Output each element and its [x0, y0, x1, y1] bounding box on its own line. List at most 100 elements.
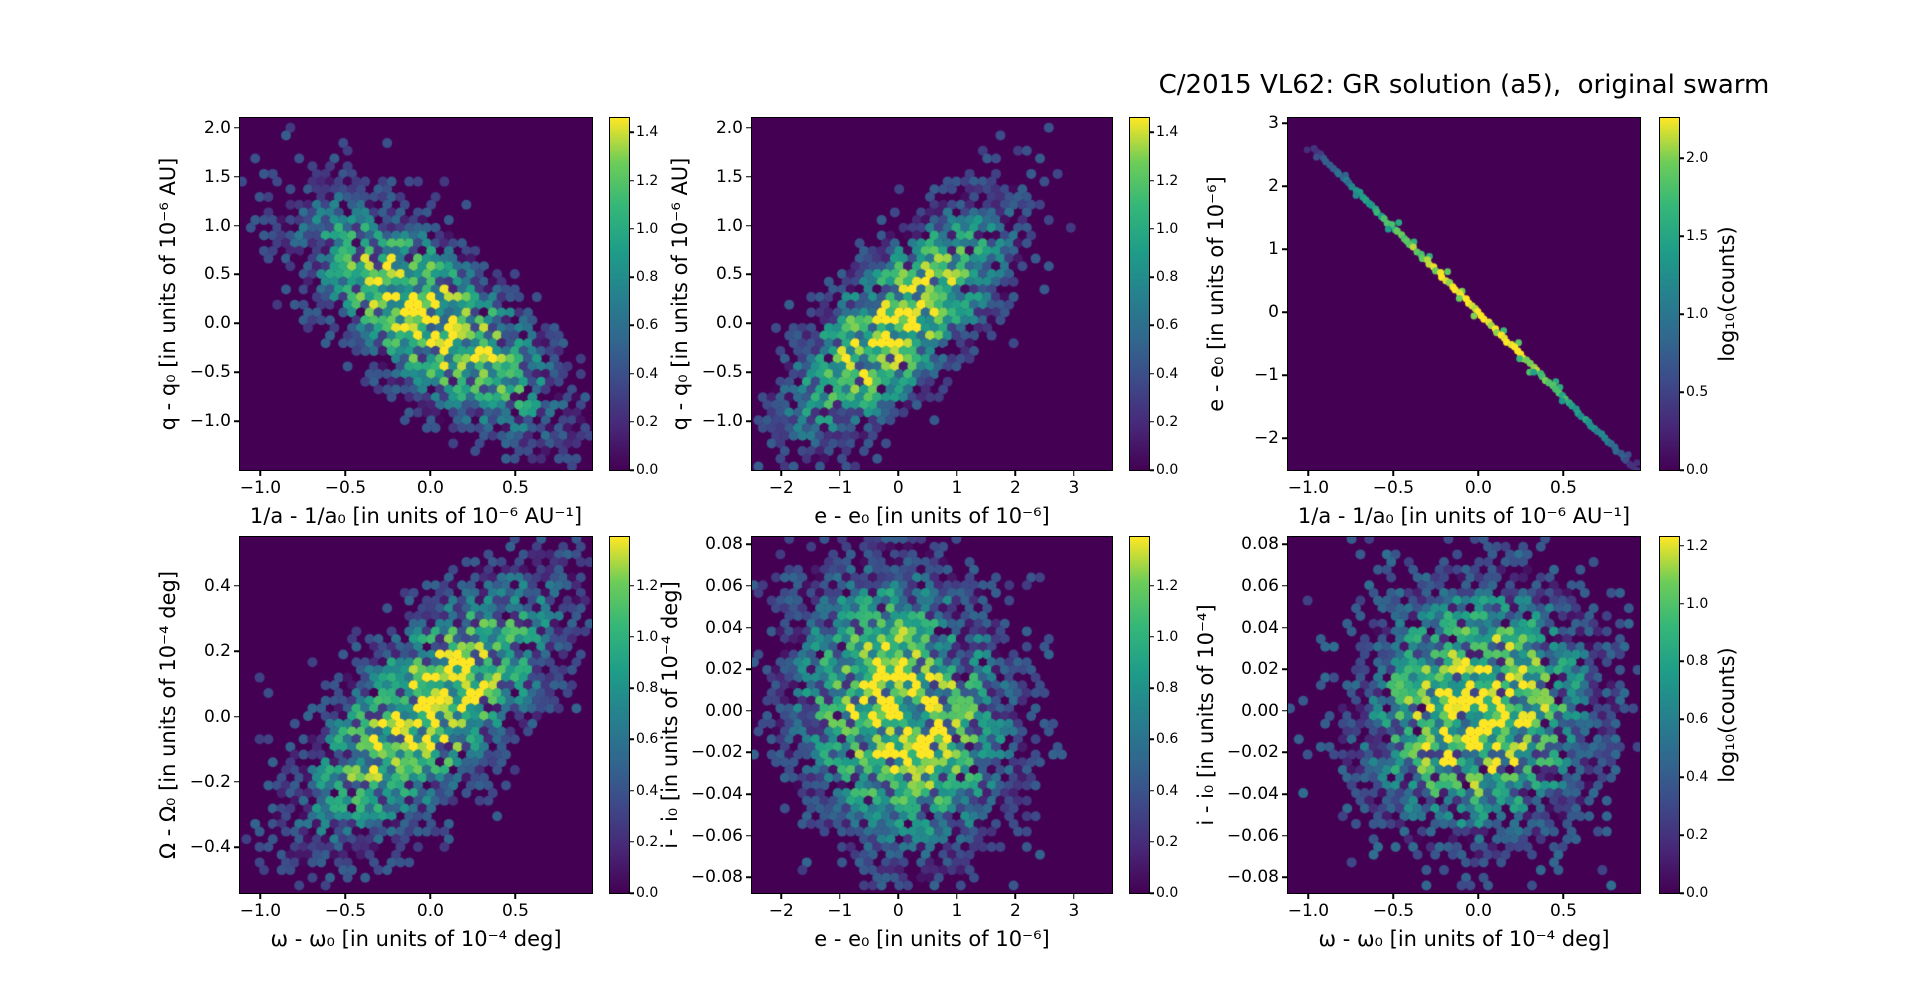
y-tick-mark [234, 715, 239, 718]
colorbar-tick-mark [1150, 179, 1154, 182]
y-tick-label: −0.5 [189, 362, 231, 383]
y-tick-label: 0.06 [1241, 575, 1279, 596]
colorbar-tick-label: 0.8 [1686, 653, 1709, 670]
x-tick-mark [1307, 894, 1310, 899]
x-tick-label: 1 [951, 901, 963, 921]
colorbar-tick-mark [630, 131, 634, 134]
colorbar-tick-label: 0.2 [636, 413, 659, 430]
x-tick-mark [1073, 894, 1075, 899]
x-axis-label: ω - ω₀ [in units of 10⁻⁴ deg] [1318, 927, 1610, 951]
colorbar-tick-label: 0.5 [1686, 384, 1709, 401]
colorbar-tick-label: 2.0 [1686, 150, 1709, 167]
figure-title: C/2015 VL62: GR solution (a5), original … [1158, 70, 1770, 100]
colorbar-tick-label: 0.8 [636, 269, 659, 286]
x-axis-label: e - e₀ [in units of 10⁻⁶] [814, 927, 1050, 951]
y-tick-label: −1 [1253, 365, 1279, 386]
colorbar-tick-label: 0.6 [1156, 731, 1179, 748]
colorbar-canvas [609, 117, 630, 471]
colorbar-tick-label: 0.4 [1156, 782, 1179, 799]
y-tick-label: −0.08 [690, 867, 743, 888]
y-tick-mark [746, 585, 751, 587]
hexbin-canvas [239, 536, 593, 894]
colorbar-tick-mark [630, 789, 634, 792]
colorbar-tick-label: 1.0 [1156, 220, 1179, 237]
x-tick-label: −1 [827, 478, 853, 498]
colorbar-tick-mark [630, 372, 634, 375]
y-tick-mark [746, 668, 751, 670]
y-tick-mark [746, 710, 751, 712]
colorbar-tick-mark [630, 584, 634, 587]
y-tick-label: 0.00 [705, 700, 743, 721]
y-tick-mark [1282, 834, 1287, 837]
y-tick-mark [234, 650, 239, 653]
x-tick-mark [897, 894, 900, 899]
x-tick-label: −2 [768, 901, 794, 921]
y-tick-mark [1282, 876, 1287, 879]
y-tick-mark [1282, 248, 1287, 250]
colorbar-tick-label: 0.0 [1686, 462, 1709, 478]
colorbar-tick-mark [1150, 469, 1154, 471]
colorbar-tick-label: 0.8 [1156, 269, 1179, 286]
colorbar-tick-mark [1680, 718, 1684, 721]
colorbar-tick-label: 1.2 [1156, 172, 1179, 189]
colorbar-tick-label: 0.2 [1686, 827, 1709, 844]
colorbar-tick-label: 1.0 [636, 628, 659, 645]
y-tick-label: 0.04 [705, 617, 743, 638]
y-tick-label: 0.2 [203, 641, 231, 662]
y-tick-label: 0.5 [715, 264, 743, 285]
colorbar-tick-label: 0.6 [1686, 711, 1709, 728]
colorbar-tick-mark [1680, 834, 1684, 836]
colorbar-tick-label: 0.2 [1156, 833, 1179, 850]
x-tick-label: 3 [1068, 901, 1080, 921]
y-tick-mark [746, 273, 751, 276]
y-tick-label: −1.0 [189, 411, 231, 432]
y-tick-mark [1282, 122, 1287, 124]
colorbar-tick-mark [630, 841, 634, 843]
x-tick-label: 1 [951, 478, 963, 498]
colorbar-tick-mark [630, 276, 634, 278]
x-tick-mark [344, 894, 347, 899]
colorbar-tick-mark [1680, 544, 1684, 547]
y-tick-mark [234, 585, 239, 587]
y-tick-label: 0.02 [705, 659, 743, 680]
x-tick-mark [1477, 471, 1480, 476]
x-tick-mark [1562, 894, 1565, 899]
y-tick-mark [746, 127, 751, 129]
colorbar-tick-label: 0.6 [636, 731, 659, 748]
y-tick-mark [234, 846, 239, 849]
y-axis-label: i - i₀ [in units of 10⁻⁴] [1194, 604, 1218, 826]
y-tick-label: −0.08 [1226, 867, 1279, 888]
y-tick-mark [1282, 668, 1287, 670]
y-tick-mark [1282, 751, 1287, 754]
y-tick-label: 2.0 [203, 117, 231, 138]
colorbar-tick-mark [1680, 391, 1684, 393]
colorbar-tick-label: 1.0 [1686, 595, 1709, 612]
y-tick-mark [1282, 710, 1287, 712]
colorbar-tick-label: 0.0 [1156, 885, 1179, 901]
colorbar-tick-mark [1150, 636, 1154, 638]
y-tick-label: 0.00 [1241, 700, 1279, 721]
colorbar-tick-label: 0.4 [1686, 769, 1709, 786]
colorbar-label: log₁₀(counts) [1715, 226, 1739, 362]
x-tick-label: 0.0 [416, 478, 444, 498]
x-tick-label: 0.5 [1549, 901, 1577, 921]
y-tick-mark [746, 543, 751, 546]
y-tick-label: 0.08 [705, 534, 743, 555]
y-tick-label: −0.02 [690, 742, 743, 763]
y-tick-label: 0.5 [203, 264, 231, 285]
y-tick-label: −2 [1253, 428, 1279, 449]
colorbar-tick-label: 0.8 [1156, 680, 1179, 697]
x-tick-mark [1477, 894, 1480, 899]
y-tick-mark [1282, 374, 1287, 377]
colorbar-tick-label: 0.4 [636, 365, 659, 382]
x-tick-label: −0.5 [1372, 478, 1415, 498]
x-tick-label: −1.0 [1287, 901, 1330, 921]
y-tick-mark [1282, 311, 1287, 314]
colorbar-tick-label: 1.5 [1686, 228, 1709, 245]
colorbar-tick-label: 0.2 [636, 833, 659, 850]
y-axis-label: q - q₀ [in units of 10⁻⁶ AU] [156, 157, 180, 431]
y-tick-mark [746, 876, 751, 879]
colorbar-tick-mark [1150, 131, 1154, 134]
y-tick-mark [234, 322, 239, 325]
